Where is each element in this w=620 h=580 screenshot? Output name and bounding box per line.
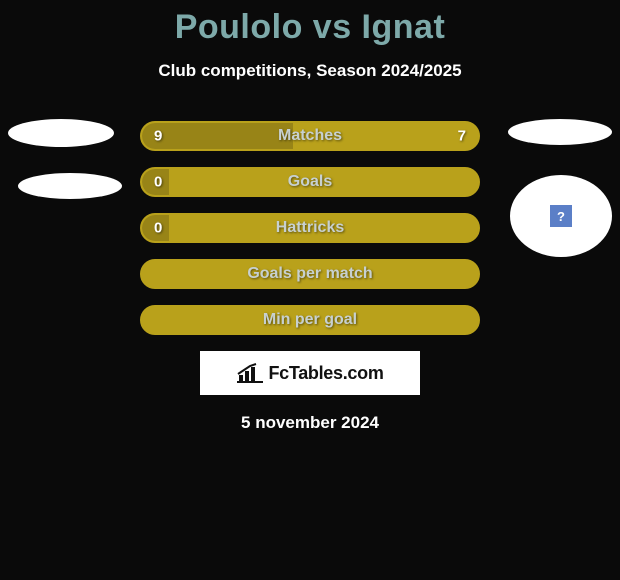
stat-row-hattricks: 0 Hattricks [140, 213, 480, 243]
chart-icon [236, 362, 264, 384]
player-left-avatar-1 [8, 119, 114, 147]
question-icon: ? [550, 205, 572, 227]
stat-value-left: 9 [154, 128, 162, 145]
logo-box: FcTables.com [200, 351, 420, 395]
page-title: Poulolo vs Ignat [0, 0, 620, 47]
subtitle: Club competitions, Season 2024/2025 [0, 61, 620, 81]
comparison-content: ? 9 Matches 7 0 Goals 0 Hattricks [0, 121, 620, 433]
date-label: 5 november 2024 [0, 413, 620, 433]
stat-value-left: 0 [154, 174, 162, 191]
stat-label: Min per goal [263, 311, 357, 329]
stat-row-fill-left [142, 123, 293, 149]
player-right-avatar-2: ? [510, 175, 612, 257]
stat-label: Goals [288, 173, 332, 191]
stat-row-goals: 0 Goals [140, 167, 480, 197]
logo-text: FcTables.com [268, 363, 383, 384]
question-icon-label: ? [557, 209, 565, 224]
stat-label: Matches [278, 127, 342, 145]
stat-row-gpm: Goals per match [140, 259, 480, 289]
stat-value-right: 7 [458, 128, 466, 145]
stat-value-left: 0 [154, 220, 162, 237]
stat-rows: 9 Matches 7 0 Goals 0 Hattricks Goals pe… [140, 121, 480, 335]
stat-row-matches: 9 Matches 7 [140, 121, 480, 151]
stat-label: Hattricks [276, 219, 344, 237]
stat-row-mpg: Min per goal [140, 305, 480, 335]
stat-label: Goals per match [247, 265, 372, 283]
player-right-avatar-1 [508, 119, 612, 145]
player-left-avatar-2 [18, 173, 122, 199]
